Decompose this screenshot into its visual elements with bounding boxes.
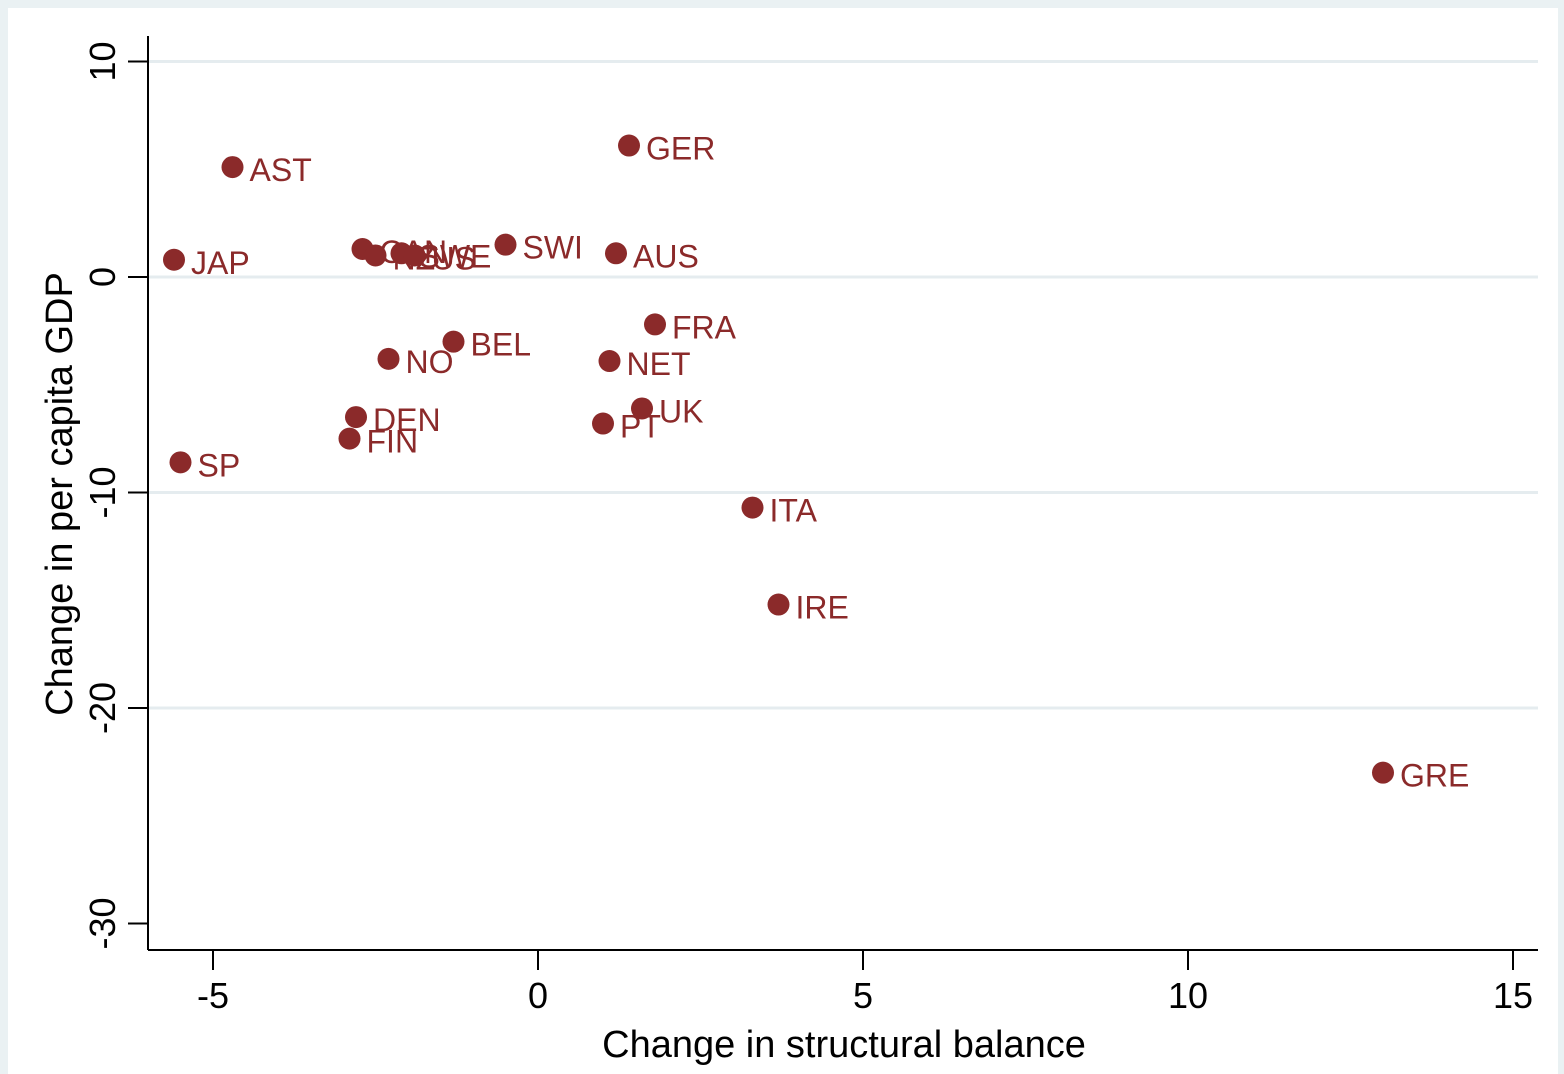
point-label: FRA xyxy=(672,309,737,345)
plot-area xyxy=(8,8,1558,1074)
data-point xyxy=(169,451,192,474)
x-axis-title: Change in structural balance xyxy=(602,1024,1086,1066)
data-point xyxy=(631,397,653,420)
x-tick-label: 5 xyxy=(853,975,873,1016)
y-tick-label: -10 xyxy=(82,466,123,518)
data-point xyxy=(442,330,465,353)
data-point xyxy=(605,242,627,265)
gridlines xyxy=(148,60,1538,710)
x-tick-label: -5 xyxy=(197,975,229,1016)
y-axis-ticks: 10 0 -10 -20 -30 xyxy=(82,41,148,950)
data-point xyxy=(618,134,640,157)
point-label: UK xyxy=(659,393,703,429)
point-label: PT xyxy=(620,409,661,445)
y-tick-label: -20 xyxy=(82,682,123,734)
x-tick-label: 10 xyxy=(1168,975,1208,1016)
data-point xyxy=(741,496,764,519)
data-point xyxy=(163,248,185,271)
point-label: BEL xyxy=(471,327,531,363)
point-label: NO xyxy=(406,344,454,380)
point-label: FIN xyxy=(367,424,419,460)
point-label: GRE xyxy=(1400,758,1469,794)
point-label: SWE xyxy=(419,238,492,274)
data-point xyxy=(403,244,426,267)
y-tick-label: 0 xyxy=(82,267,123,287)
point-label: DEN xyxy=(373,402,441,438)
point-label: AUS xyxy=(633,238,699,274)
data-point xyxy=(592,412,614,435)
data-point xyxy=(644,313,666,336)
point-label: SP xyxy=(198,447,241,483)
data-point xyxy=(364,244,387,267)
point-label: JAP xyxy=(191,245,250,281)
data-point xyxy=(345,406,367,429)
y-tick-label: 10 xyxy=(82,41,123,81)
point-label: AST xyxy=(250,152,312,188)
x-tick-label: 0 xyxy=(528,975,548,1016)
point-label: IRE xyxy=(796,590,849,626)
point-label: SWI xyxy=(523,230,583,266)
y-tick-label: -30 xyxy=(82,897,123,949)
data-point xyxy=(338,427,361,450)
data-point xyxy=(221,156,244,179)
data-point xyxy=(494,233,517,256)
x-axis-ticks: -5 0 5 10 15 xyxy=(197,950,1533,1016)
data-points: ASTGERJAPCANNZSWEUSSWIAUSFRABELNONETUKPT… xyxy=(163,131,1469,794)
data-point xyxy=(598,350,621,373)
y-axis-title: Change in per capita GDP xyxy=(39,272,81,716)
data-point xyxy=(767,593,790,616)
point-label: NET xyxy=(627,346,691,382)
x-tick-label: 15 xyxy=(1493,975,1533,1016)
point-label: GER xyxy=(646,131,715,167)
point-label: ITA xyxy=(770,493,818,529)
data-point xyxy=(1372,761,1394,784)
point-label: US xyxy=(432,240,476,276)
data-point xyxy=(377,347,400,370)
